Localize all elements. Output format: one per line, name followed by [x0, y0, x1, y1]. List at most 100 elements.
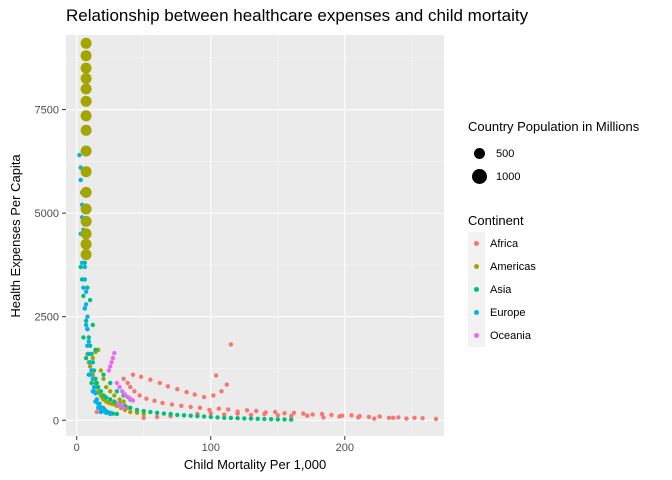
- data-point: [85, 285, 90, 290]
- x-tick-label: 0: [74, 442, 80, 454]
- data-point: [114, 380, 120, 386]
- data-point: [222, 412, 227, 417]
- data-point: [188, 404, 193, 410]
- data-point: [154, 414, 160, 420]
- size-key-1000: [472, 169, 487, 184]
- data-point: [83, 302, 89, 307]
- color-legend-label: Oceania: [490, 329, 531, 342]
- data-point: [108, 411, 113, 417]
- data-point: [130, 372, 136, 377]
- data-point: [161, 411, 167, 416]
- data-point: [329, 412, 334, 418]
- data-point: [386, 415, 392, 420]
- data-point: [134, 407, 140, 413]
- data-point: [87, 364, 93, 369]
- data-point: [310, 412, 315, 417]
- color-legend-label: Asia: [490, 283, 512, 296]
- data-point: [98, 368, 104, 373]
- data-point: [83, 355, 89, 361]
- data-point: [157, 380, 162, 386]
- data-point: [160, 400, 165, 406]
- size-legend-item-500: 500: [468, 142, 639, 165]
- data-point: [90, 355, 96, 361]
- size-legend-label: 1000: [496, 170, 521, 183]
- plot-panel: [66, 35, 444, 436]
- y-tick-label: 2500: [35, 312, 59, 324]
- size-legend-item-1000: 1000: [468, 165, 639, 188]
- data-point: [201, 394, 207, 400]
- data-point: [104, 395, 109, 400]
- color-legend-item: Oceania: [468, 324, 536, 347]
- data-point: [242, 416, 247, 421]
- data-point: [80, 83, 92, 95]
- data-point: [98, 389, 104, 394]
- data-point: [291, 410, 297, 415]
- size-legend-label: 500: [496, 147, 515, 160]
- data-point: [305, 413, 310, 418]
- size-key-500: [474, 148, 485, 159]
- x-axis-label: Child Mortality Per 1,000: [184, 457, 326, 472]
- data-point: [377, 414, 382, 419]
- data-point: [81, 335, 86, 340]
- data-point: [195, 413, 200, 419]
- data-point: [85, 326, 90, 332]
- data-point: [248, 416, 254, 421]
- data-point: [169, 402, 175, 407]
- data-point: [104, 410, 109, 415]
- data-point: [93, 399, 98, 404]
- data-point: [272, 409, 278, 415]
- data-point: [289, 417, 294, 422]
- data-point: [110, 355, 116, 361]
- size-legend: Country Population in Millions 500 1000: [468, 119, 639, 188]
- data-point: [222, 415, 227, 420]
- data-point: [80, 166, 92, 178]
- data-point: [83, 318, 89, 323]
- x-tick-label: 200: [336, 442, 354, 454]
- data-point: [282, 417, 287, 422]
- color-legend-label: Europe: [490, 306, 526, 319]
- y-tick-label: 0: [53, 415, 59, 427]
- data-point: [101, 376, 106, 381]
- data-point: [420, 416, 425, 421]
- data-point: [219, 389, 224, 394]
- data-point: [121, 376, 126, 381]
- data-point: [132, 389, 137, 394]
- data-point: [175, 387, 180, 392]
- data-point: [201, 414, 207, 419]
- data-point: [148, 409, 153, 415]
- data-point: [390, 415, 396, 420]
- data-point: [112, 350, 117, 356]
- y-tick-label: 5000: [35, 208, 59, 220]
- data-point: [80, 203, 92, 215]
- data-point: [138, 374, 144, 379]
- color-legend-item: Americas: [468, 255, 536, 278]
- color-legend-label: Africa: [490, 237, 519, 250]
- data-point: [121, 399, 126, 404]
- data-point: [114, 389, 120, 394]
- chart-title: Relationship between healthcare expenses…: [66, 6, 529, 25]
- data-point: [226, 407, 231, 412]
- color-legend-item: Europe: [468, 301, 536, 324]
- data-point: [80, 145, 92, 157]
- data-point: [87, 372, 93, 377]
- data-point: [108, 397, 113, 402]
- grid-lines: [66, 35, 444, 436]
- data-point: [255, 416, 260, 421]
- data-point: [90, 389, 96, 394]
- color-legend: Continent Africa Americas Asia Europe Oceani…: [468, 213, 536, 347]
- data-point: [85, 314, 90, 319]
- data-point: [80, 73, 92, 84]
- data-point: [80, 249, 92, 261]
- data-point: [78, 177, 83, 183]
- data-point: [86, 335, 92, 340]
- data-point: [80, 238, 92, 250]
- data-point: [77, 152, 82, 158]
- data-point: [228, 342, 234, 347]
- data-point: [80, 215, 92, 227]
- data-point: [114, 411, 120, 417]
- data-point: [91, 384, 97, 390]
- data-point: [188, 413, 193, 418]
- data-point: [83, 289, 89, 294]
- data-point: [372, 416, 377, 421]
- size-legend-title: Country Population in Millions: [468, 119, 640, 134]
